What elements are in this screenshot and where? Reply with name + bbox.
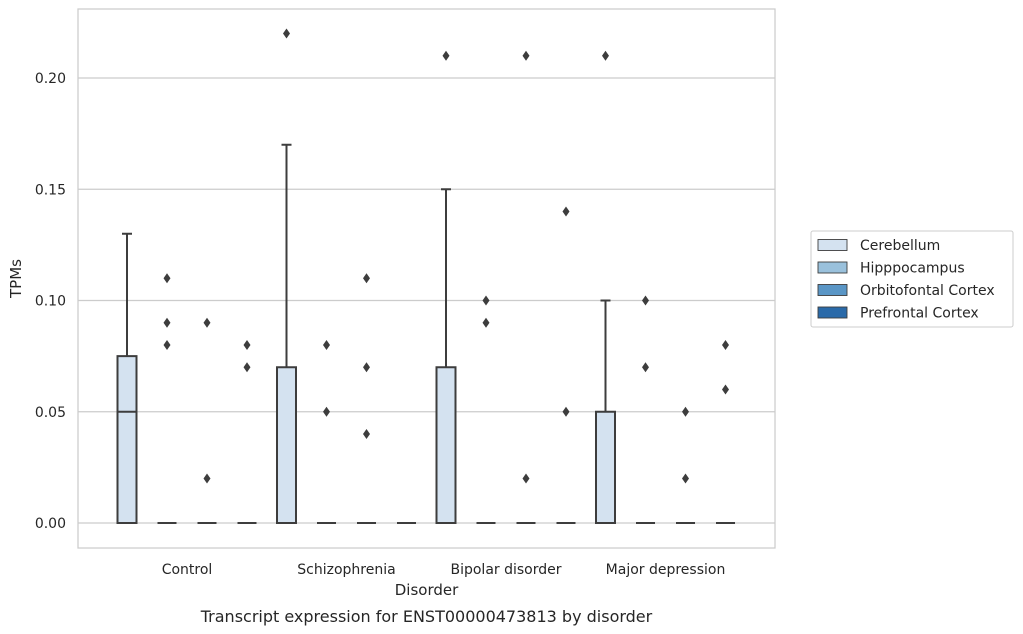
outlier-point (602, 50, 609, 61)
y-tick-labels: 0.00 0.05 0.10 0.15 0.20 (35, 71, 66, 532)
legend-swatch (817, 239, 848, 251)
outlier-point (363, 273, 370, 284)
outlier-point (682, 473, 689, 484)
box-prefrontal-cortex (716, 340, 735, 524)
outlier-point (203, 317, 211, 328)
outlier-point (283, 28, 290, 39)
box-cerebellum (435, 50, 457, 524)
outlier-point (722, 384, 729, 395)
box-body (116, 355, 138, 524)
legend-frame (810, 230, 1014, 328)
outlier-point (323, 406, 330, 417)
x-tick-labels: Control Schizophrenia Bipolar disorder Majo… (162, 562, 726, 578)
box-hipppocampus (317, 340, 336, 524)
boxes (116, 28, 735, 524)
legend: Cerebellum Hipppocampus Orbitofontal Corte… (810, 230, 1014, 328)
outlier-point (482, 317, 490, 328)
outlier-point (163, 317, 171, 328)
box-orbitofontal-cortex (676, 406, 695, 524)
y-tick-label: 0.05 (35, 405, 66, 421)
box-body (595, 410, 616, 524)
outlier-point (482, 295, 490, 306)
box-prefrontal-cortex (237, 340, 257, 524)
y-tick-label: 0.20 (35, 71, 66, 87)
plot-area-frame (77, 8, 776, 549)
outlier-point (562, 406, 570, 417)
legend-label: Hipppocampus (860, 261, 965, 277)
outlier-point (562, 206, 570, 217)
outlier-point (682, 406, 689, 417)
outlier-point (642, 295, 649, 306)
outlier-point (522, 50, 530, 61)
y-tick-label: 0.10 (35, 294, 66, 310)
outlier-point (203, 473, 211, 484)
outlier-point (363, 362, 370, 373)
box-orbitofontal-cortex (357, 273, 376, 524)
x-tick-label: Major depression (606, 562, 726, 578)
outlier-point (163, 273, 171, 284)
outlier-point (323, 340, 330, 350)
outlier-point (442, 50, 450, 61)
legend-label: Cerebellum (860, 238, 940, 254)
box-cerebellum (276, 28, 297, 524)
box-cerebellum (116, 232, 138, 524)
y-tick-label: 0.15 (35, 182, 66, 198)
outlier-point (522, 473, 530, 484)
box-prefrontal-cortex (556, 206, 576, 524)
x-axis-title: Disorder (395, 581, 459, 599)
box-orbitofontal-cortex (197, 317, 217, 524)
outlier-point (163, 340, 171, 350)
box-hipppocampus (636, 295, 655, 524)
x-tick-label: Control (162, 562, 213, 578)
box-hipppocampus (476, 295, 496, 524)
outlier-point (363, 429, 370, 439)
outlier-point (642, 362, 649, 373)
legend-swatch (817, 261, 848, 274)
chart-caption: Transcript expression for ENST0000047381… (200, 607, 653, 626)
legend-label: Orbitofontal Cortex (860, 283, 995, 299)
outlier-point (243, 340, 251, 350)
x-tick-label: Bipolar disorder (450, 562, 561, 578)
outlier-point (722, 340, 729, 350)
legend-swatch (817, 284, 848, 296)
legend-label: Prefrontal Cortex (860, 306, 979, 322)
box-body (435, 366, 457, 524)
box-body (276, 366, 297, 524)
grid-lines (78, 77, 775, 524)
y-tick-label: 0.00 (35, 516, 66, 532)
box-cerebellum (595, 50, 616, 524)
box-hipppocampus (157, 273, 177, 524)
legend-swatch (817, 306, 848, 319)
y-axis-title: TPMs (7, 259, 25, 299)
box-orbitofontal-cortex (516, 50, 536, 524)
outlier-point (243, 362, 251, 373)
x-tick-label: Schizophrenia (297, 562, 395, 578)
